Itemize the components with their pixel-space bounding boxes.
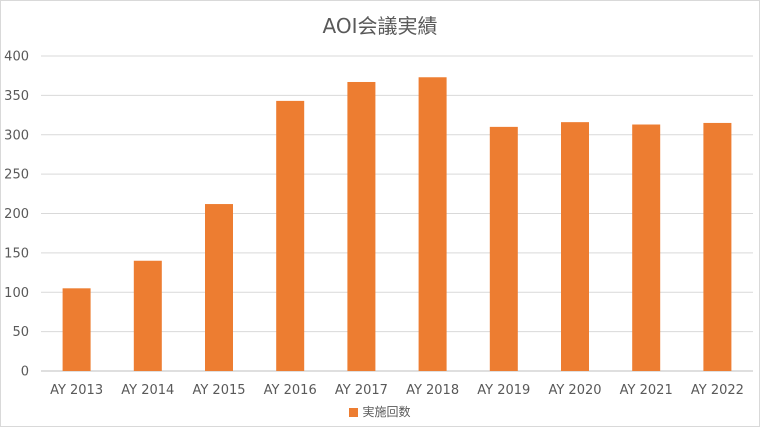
bar	[418, 77, 447, 371]
y-tick-label: 100	[4, 286, 29, 301]
x-tick-label: AY 2017	[335, 383, 388, 398]
y-tick-label: 350	[4, 89, 29, 104]
legend-swatch	[349, 408, 359, 417]
bar	[205, 204, 233, 371]
x-tick-label: AY 2022	[691, 383, 744, 398]
y-tick-label: 50	[12, 325, 29, 340]
x-tick-label: AY 2016	[264, 383, 317, 398]
bar	[276, 100, 305, 371]
legend: 実施回数	[0, 403, 760, 420]
y-tick-label: 300	[4, 128, 29, 143]
y-tick-label: 250	[4, 168, 29, 183]
x-tick-label: AY 2013	[50, 383, 103, 398]
x-tick-label: AY 2019	[477, 383, 530, 398]
bar	[347, 81, 376, 372]
y-tick-label: 0	[21, 365, 29, 380]
x-axis-ticks: AY 2013 AY 2014 AY 2015 AY 2016 AY 2017 AY 20…	[50, 383, 744, 398]
legend-label: 実施回数	[362, 405, 411, 419]
x-tick-label: AY 2020	[548, 383, 601, 398]
y-tick-label: 400	[4, 50, 29, 65]
bar	[632, 124, 661, 371]
chart-title: AOI会議実績	[322, 14, 438, 38]
y-tick-label: 150	[4, 246, 29, 261]
bar	[561, 122, 589, 372]
x-tick-label: AY 2015	[192, 383, 245, 398]
bar	[703, 122, 732, 371]
y-tick-label: 200	[4, 207, 29, 222]
x-tick-label: AY 2021	[620, 383, 673, 398]
bars	[62, 77, 732, 372]
x-tick-label: AY 2018	[406, 383, 459, 398]
bar	[62, 288, 91, 371]
bar	[489, 126, 518, 371]
y-axis-ticks: 0 50 100 150 200 250 300 350 400	[4, 50, 29, 380]
x-tick-label: AY 2014	[121, 383, 174, 398]
bar	[133, 260, 162, 371]
